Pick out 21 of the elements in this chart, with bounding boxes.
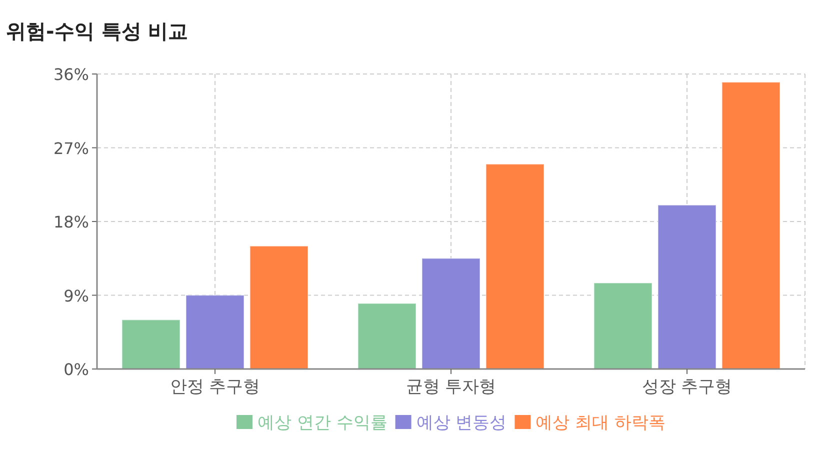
y-tick-label: 18% <box>53 212 89 232</box>
bar <box>358 302 416 370</box>
legend-label: 예상 변동성 <box>416 413 507 433</box>
bar <box>186 294 244 370</box>
legend-label: 예상 최대 하락폭 <box>536 413 666 433</box>
y-tick-label: 27% <box>53 138 89 158</box>
y-tick-label: 9% <box>64 286 89 306</box>
bar <box>658 204 716 370</box>
bar <box>422 258 480 370</box>
bar <box>594 282 652 370</box>
legend-label: 예상 연간 수익률 <box>257 413 388 433</box>
bar <box>722 82 780 370</box>
y-tick-label: 36% <box>53 65 89 84</box>
bar <box>122 319 180 370</box>
x-tick-label: 성장 추구형 <box>642 377 732 397</box>
bar <box>250 246 308 370</box>
x-tick-label: 안정 추구형 <box>170 377 260 397</box>
x-tick-label: 균형 투자형 <box>406 377 496 397</box>
bar <box>486 164 544 370</box>
chart-title: 위험-수익 특성 비교 <box>6 19 188 43</box>
y-tick-label: 0% <box>64 360 89 379</box>
